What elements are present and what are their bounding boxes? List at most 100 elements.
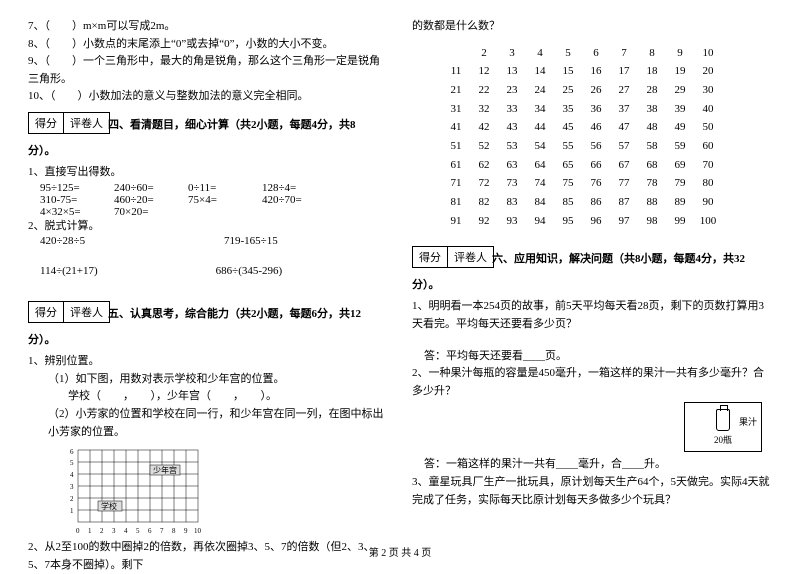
svg-text:0: 0 xyxy=(76,527,80,535)
number-cell: 17 xyxy=(610,62,638,81)
calc: 0÷11= xyxy=(188,182,244,194)
svg-text:9: 9 xyxy=(184,527,188,535)
number-cell: 36 xyxy=(582,100,610,119)
number-cell: 3 xyxy=(498,44,526,63)
number-cell: 41 xyxy=(442,118,470,137)
number-cell: 70 xyxy=(694,156,722,175)
number-cell: 80 xyxy=(694,174,722,193)
number-cell: 45 xyxy=(554,118,582,137)
q5-2-cont: 的数都是什么数？ xyxy=(412,18,772,36)
number-cell: 42 xyxy=(470,118,498,137)
number-cell: 14 xyxy=(526,62,554,81)
number-cell: 52 xyxy=(470,137,498,156)
score-box-4: 得分 评卷人 xyxy=(28,112,110,134)
number-cell: 85 xyxy=(554,193,582,212)
number-cell: 83 xyxy=(498,193,526,212)
section-5-title: 五、认真思考，综合能力（共2小题，每题6分，共12 xyxy=(108,305,388,321)
number-cell: 65 xyxy=(554,156,582,175)
svg-text:6: 6 xyxy=(70,448,74,456)
number-cell: 10 xyxy=(694,44,722,63)
number-cell: 50 xyxy=(694,118,722,137)
calc-row-2b: 114÷(21+17) 686÷(345-296) xyxy=(40,265,388,277)
grader-label: 评卷人 xyxy=(64,302,109,322)
number-cell: 55 xyxy=(554,137,582,156)
juice-bottom-label: 20瓶 xyxy=(714,433,732,446)
grid-label-b: 学校 xyxy=(101,501,117,511)
number-cell: 97 xyxy=(610,212,638,231)
number-cell: 37 xyxy=(610,100,638,119)
number-cell: 18 xyxy=(638,62,666,81)
number-cell: 62 xyxy=(470,156,498,175)
number-cell: 56 xyxy=(582,137,610,156)
number-cell: 68 xyxy=(638,156,666,175)
score-box-5: 得分 评卷人 xyxy=(28,301,110,323)
calc: 75×4= xyxy=(188,194,244,206)
tf-7: 7、（ ）m×m可以写成2m。 xyxy=(28,18,388,36)
number-cell: 75 xyxy=(554,174,582,193)
left-column: 7、（ ）m×m可以写成2m。 8、（ ）小数点的末尾添上“0”或去掉“0”，小… xyxy=(28,18,388,555)
number-cell: 77 xyxy=(610,174,638,193)
number-cell: 9 xyxy=(666,44,694,63)
number-cell: 25 xyxy=(554,81,582,100)
number-cell: 44 xyxy=(526,118,554,137)
q4-1: 1、直接写出得数。 xyxy=(28,164,388,182)
number-cell: 21 xyxy=(442,81,470,100)
number-cell: 92 xyxy=(470,212,498,231)
calc: 70×20= xyxy=(114,206,170,218)
number-cell: 94 xyxy=(526,212,554,231)
number-cell: 58 xyxy=(638,137,666,156)
number-cell: 26 xyxy=(582,81,610,100)
number-cell: 38 xyxy=(638,100,666,119)
number-cell: 49 xyxy=(666,118,694,137)
calc: 4×32×5= xyxy=(40,206,96,218)
number-cell: 100 xyxy=(694,212,722,231)
number-cell: 2 xyxy=(470,44,498,63)
grid-label-a: 少年宫 xyxy=(153,465,177,475)
number-cell: 71 xyxy=(442,174,470,193)
svg-text:10: 10 xyxy=(194,527,202,535)
q6-2: 2、一种果汁每瓶的容量是450毫升，一箱这样的果汁一共有多少毫升？合多少升？ xyxy=(412,365,772,400)
calc: 686÷(345-296) xyxy=(216,265,283,277)
calc: 114÷(21+17) xyxy=(40,265,98,277)
svg-text:2: 2 xyxy=(70,495,74,503)
number-cell: 81 xyxy=(442,193,470,212)
calc: 240÷60= xyxy=(114,182,170,194)
number-cell: 74 xyxy=(526,174,554,193)
number-cell: 27 xyxy=(610,81,638,100)
calc: 420÷70= xyxy=(262,194,318,206)
number-cell: 57 xyxy=(610,137,638,156)
number-cell: 73 xyxy=(498,174,526,193)
score-label: 得分 xyxy=(29,113,64,133)
svg-text:4: 4 xyxy=(70,471,74,479)
q5-1c: （2）小芳家的位置和学校在同一行，和少年宫在同一列，在图中标出小芳家的位置。 xyxy=(48,406,388,441)
section-6-title: 六、应用知识，解决问题（共8小题，每题4分，共32 xyxy=(492,250,772,266)
number-cell: 20 xyxy=(694,62,722,81)
calc: 128÷4= xyxy=(262,182,318,194)
number-grid: 2345678910111213141516171819202122232425… xyxy=(442,44,772,231)
number-cell: 66 xyxy=(582,156,610,175)
number-cell: 24 xyxy=(526,81,554,100)
number-cell: 78 xyxy=(638,174,666,193)
number-cell: 91 xyxy=(442,212,470,231)
juice-box-figure: 果汁 20瓶 xyxy=(684,402,762,452)
number-cell: 72 xyxy=(470,174,498,193)
number-cell: 13 xyxy=(498,62,526,81)
number-cell: 87 xyxy=(610,193,638,212)
q5-1b: 学校（ ， ），少年宫（ ， ）。 xyxy=(68,388,388,406)
grader-label: 评卷人 xyxy=(448,247,493,267)
number-cell: 28 xyxy=(638,81,666,100)
q4-2: 2、脱式计算。 xyxy=(28,218,388,236)
number-cell: 34 xyxy=(526,100,554,119)
number-cell: 8 xyxy=(638,44,666,63)
svg-text:8: 8 xyxy=(172,527,176,535)
number-cell: 16 xyxy=(582,62,610,81)
svg-text:3: 3 xyxy=(70,483,74,491)
section-4-fen: 分）。 xyxy=(28,142,388,158)
number-cell: 64 xyxy=(526,156,554,175)
number-cell: 48 xyxy=(638,118,666,137)
number-cell: 79 xyxy=(666,174,694,193)
number-cell: 84 xyxy=(526,193,554,212)
q5-1: 1、辨别位置。 xyxy=(28,353,388,371)
number-cell: 61 xyxy=(442,156,470,175)
juice-side-label: 果汁 xyxy=(739,415,757,428)
